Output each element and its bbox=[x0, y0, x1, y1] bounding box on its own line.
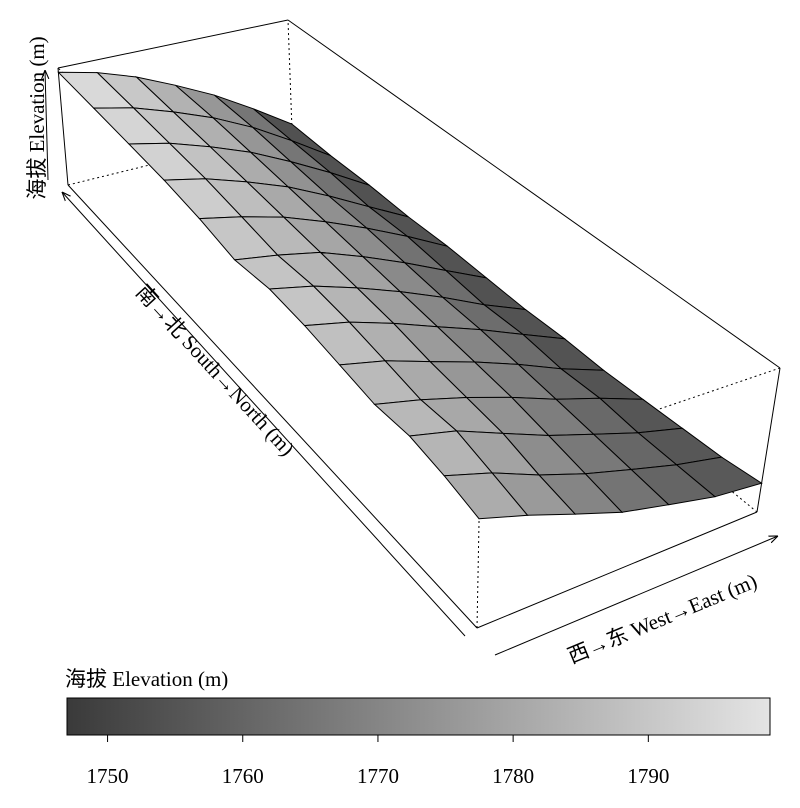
surface bbox=[57, 71, 763, 520]
y-axis-label: 南→北 South→North (m) bbox=[131, 280, 299, 461]
colorbar-tick-label: 1790 bbox=[627, 764, 669, 788]
x-axis-label: 西→东 West→East (m) bbox=[564, 569, 760, 669]
box-edge bbox=[67, 184, 478, 629]
z-axis-arrow bbox=[45, 70, 48, 181]
surface-facet bbox=[443, 472, 529, 520]
box-front bbox=[45, 19, 781, 656]
box-edge bbox=[476, 511, 758, 629]
colorbar-title: 海拔 Elevation (m) bbox=[65, 667, 228, 691]
z-axis-label: 海拔 Elevation (m) bbox=[25, 36, 49, 199]
box-edge bbox=[287, 19, 781, 369]
colorbar-tick-label: 1760 bbox=[222, 764, 264, 788]
box-edge bbox=[57, 19, 289, 69]
colorbar-gradient bbox=[66, 697, 771, 736]
y-axis-arrow bbox=[62, 192, 466, 637]
box-edge bbox=[756, 367, 781, 513]
x-axis-arrow bbox=[494, 536, 778, 656]
box-edge bbox=[57, 67, 69, 186]
colorbar-tick-label: 1750 bbox=[87, 764, 129, 788]
box-edge bbox=[287, 19, 293, 131]
colorbar: 1750 1760 1770 1780 1790 bbox=[66, 697, 771, 788]
colorbar-tick-label: 1770 bbox=[357, 764, 399, 788]
colorbar-tick-label: 1780 bbox=[492, 764, 534, 788]
